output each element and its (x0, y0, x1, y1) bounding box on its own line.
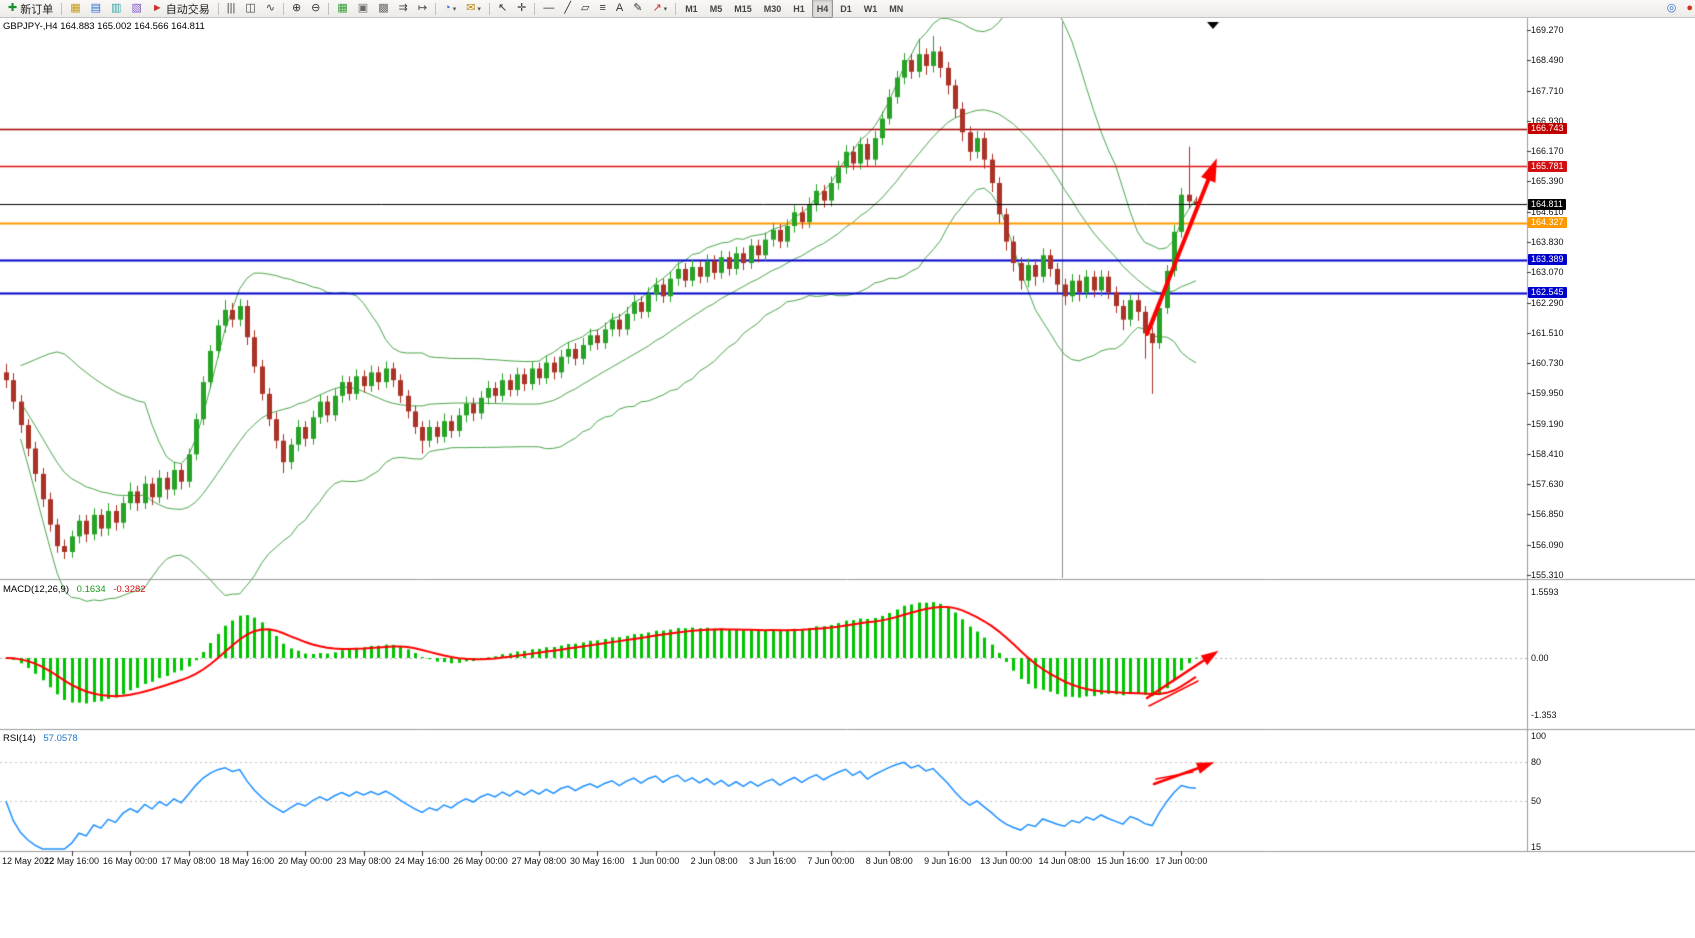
navigator-icon[interactable]: ▧ (127, 0, 145, 17)
navigator-icon-icon: ▧ (131, 2, 142, 14)
toolbar-separator (61, 2, 63, 15)
cascade-windows-icon: ▣ (357, 2, 369, 14)
toolbar-separator (435, 2, 437, 15)
notifications-icon-icon: ● (1686, 2, 1693, 14)
crosshair-button[interactable]: ✛ (513, 0, 530, 17)
label-tool-button[interactable]: ✎ (629, 0, 646, 17)
crosshair-icon: ✛ (517, 2, 527, 14)
bar-chart-type-icon: ||| (226, 2, 236, 14)
timeframe-h4-button[interactable]: H4 (811, 0, 834, 18)
auto-scroll-icon: ⇉ (398, 2, 408, 14)
alerts-mail-icon: ✉ (466, 2, 476, 14)
indicators-clock-button[interactable]: ◔ ▾ (440, 0, 460, 17)
candlestick-type-icon: ◫ (245, 2, 256, 14)
bar-chart-type-button[interactable]: ||| (223, 0, 240, 17)
line-chart-type-icon: ∿ (265, 2, 275, 14)
toolbar: ✚ 新订单 ▦ ▤ ▥ ▧ ► 自动交易 ||| ◫ ∿ ⊕ ⊖ ▦ ▣ ▩ ⇉ ↦ ◔ ▾ ✉ ▾ ↖ ✛ — ╱ ▱ ≡ A ✎ ↗ ▾ M… (0, 0, 1695, 18)
search-icon-button[interactable]: ◎ (1663, 0, 1681, 17)
charts-grid-icon-icon: ▦ (70, 2, 81, 14)
timeframe-d1-button[interactable]: D1 (840, 3, 852, 14)
autotrading-button[interactable]: ► 自动交易 (148, 0, 214, 17)
timeframe-m5-button[interactable]: M5 (709, 3, 723, 14)
indicators-clock-icon: ◔ (444, 2, 451, 14)
chart-shift-button[interactable]: ↦ (414, 0, 431, 17)
new-order-button-label: 新订单 (20, 3, 54, 16)
alerts-mail-button[interactable]: ✉ ▾ (462, 0, 485, 17)
timeframe-m15-button[interactable]: M15 (734, 3, 752, 14)
timeframe-m1-button[interactable]: M1 (685, 3, 698, 14)
trendline-tool-icon: ╱ (564, 2, 571, 14)
timeframe-m30-button[interactable]: M30 (763, 3, 782, 14)
charts-grid-icon[interactable]: ▦ (66, 0, 84, 17)
toolbar-separator (217, 2, 219, 15)
market-watch-icon-icon: ▤ (90, 2, 102, 14)
toolbar-separator (534, 2, 536, 15)
cursor-button[interactable]: ↖ (494, 0, 511, 17)
candlestick-type-button[interactable]: ◫ (241, 0, 259, 17)
hline-tool-button[interactable]: — (539, 0, 558, 17)
text-tool-button[interactable]: A (612, 0, 627, 17)
toolbar-separator (282, 2, 284, 15)
timeframe-mn-button[interactable]: MN (889, 3, 904, 14)
channel-tool-button[interactable]: ▱ (577, 0, 593, 17)
zoom-in-icon: ⊕ (291, 2, 302, 14)
chevron-down-icon: ▾ (663, 5, 668, 13)
fibonacci-tool-button[interactable]: ≡ (595, 0, 609, 17)
label-tool-icon: ✎ (633, 2, 643, 14)
tile-windows-icon: ▦ (337, 2, 348, 14)
arrange-windows-icon: ▩ (378, 2, 389, 14)
timeframe-w1-button[interactable]: W1 (863, 3, 878, 14)
cascade-windows-button[interactable]: ▣ (354, 0, 372, 17)
trendline-tool-button[interactable]: ╱ (560, 0, 575, 17)
chevron-down-icon: ▾ (452, 5, 457, 13)
tile-windows-button[interactable]: ▦ (333, 0, 351, 17)
chevron-down-icon: ▾ (477, 5, 481, 13)
auto-scroll-button[interactable]: ⇉ (395, 0, 412, 17)
search-icon-icon: ◎ (1666, 2, 1677, 14)
cursor-icon: ↖ (497, 2, 508, 14)
line-chart-type-button[interactable]: ∿ (262, 0, 279, 17)
new-order-button[interactable]: ✚ 新订单 (4, 0, 57, 17)
zoom-in-button[interactable]: ⊕ (288, 0, 305, 17)
new-order-icon: ✚ (8, 2, 18, 14)
notifications-icon-button[interactable]: ● (1682, 0, 1695, 17)
chart-shift-icon: ↦ (417, 2, 428, 14)
data-window-icon[interactable]: ▥ (107, 0, 125, 17)
data-window-icon-icon: ▥ (111, 2, 122, 14)
text-tool-icon: A (615, 2, 624, 14)
arrows-tool-icon: ↗ (652, 2, 662, 14)
toolbar-separator (488, 2, 490, 15)
zoom-out-icon: ⊖ (311, 2, 321, 14)
toolbar-separator (328, 2, 330, 15)
hline-tool-icon: — (543, 2, 555, 14)
channel-tool-icon: ▱ (581, 2, 590, 14)
toolbar-separator (675, 2, 677, 15)
arrange-windows-button[interactable]: ▩ (374, 0, 392, 17)
autotrading-button-label: 自动交易 (165, 3, 210, 16)
autotrading-icon: ► (151, 2, 163, 14)
timeframe-h1-button[interactable]: H1 (793, 3, 805, 14)
market-watch-icon[interactable]: ▤ (87, 0, 105, 17)
fibonacci-tool-icon: ≡ (599, 2, 606, 14)
arrows-tool-button[interactable]: ↗ ▾ (648, 0, 671, 17)
zoom-out-button[interactable]: ⊖ (307, 0, 324, 17)
